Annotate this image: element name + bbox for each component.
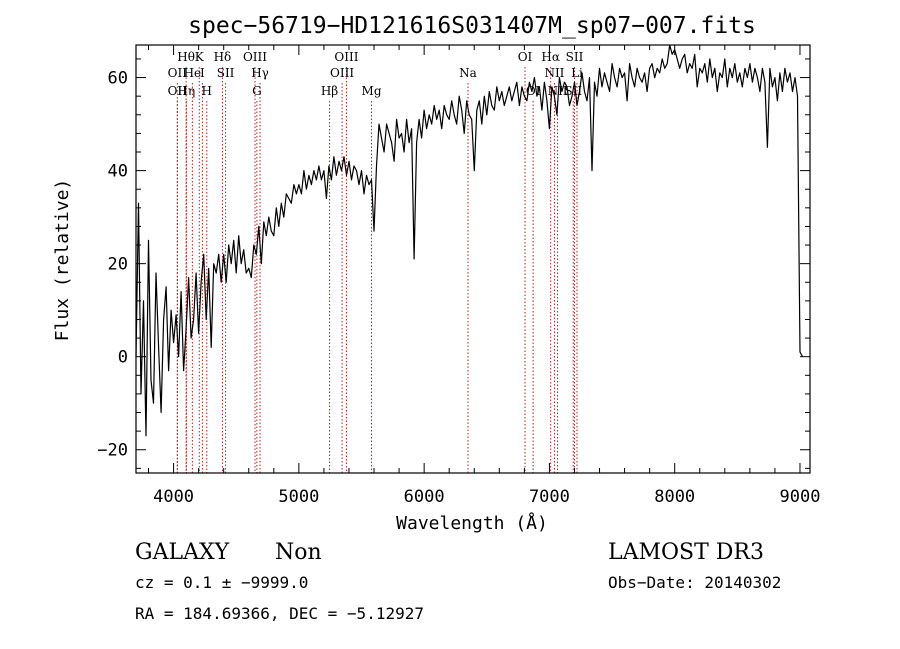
marker-label: Hδ	[214, 50, 232, 64]
emission-line-markers	[176, 67, 578, 473]
marker-label: K	[195, 50, 205, 64]
x-tick-label: 4000	[153, 487, 194, 507]
chart-title: spec−56719−HD121616S031407M_sp07−007.fit…	[188, 13, 756, 39]
marker-label: H	[202, 84, 212, 98]
marker-label: SII	[217, 66, 235, 80]
marker-label: OII	[168, 66, 188, 80]
y-axis-label: Flux (relative)	[52, 179, 73, 342]
marker-label: OI	[518, 50, 533, 64]
marker-label: Hα	[541, 50, 560, 64]
x-axis: 4000 5000 6000 7000 8000 9000	[148, 45, 821, 507]
y-axis: −20 0 20 40 60	[97, 58, 810, 469]
y-tick-label: 20	[108, 255, 128, 275]
marker-label: Hβ	[321, 84, 338, 98]
obs-date-text: Obs−Date: 20140302	[608, 573, 781, 592]
marker-label: Li	[571, 66, 583, 80]
marker-label: Na	[459, 66, 477, 80]
spectrum-line	[135, 44, 804, 437]
marker-label: NII	[544, 66, 564, 80]
x-tick-label: 8000	[654, 487, 695, 507]
x-tick-label: 6000	[404, 487, 445, 507]
marker-label: OIII	[334, 50, 358, 64]
coords-text: RA = 184.69366, DEC = −5.12927	[135, 604, 424, 623]
object-class: GALAXY	[135, 540, 230, 565]
marker-label: G	[252, 84, 262, 98]
marker-label: OIII	[243, 50, 267, 64]
emission-line-labels: OII OII Hθ Hη He KIH Hδ SII OIII Hγ G Hβ OIII OIII Mg N…	[168, 50, 584, 98]
redshift-text: cz = 0.1 ± −9999.0	[135, 573, 308, 592]
x-tick-label: 5000	[278, 487, 319, 507]
marker-label: Hθ	[177, 50, 195, 64]
marker-label: He	[184, 66, 202, 80]
marker-label: OIII	[330, 66, 354, 80]
survey-name: LAMOST DR3	[608, 540, 764, 565]
y-tick-label: 60	[108, 69, 128, 89]
plot-frame	[135, 44, 811, 474]
marker-label: OII	[168, 84, 188, 98]
marker-label: SII	[566, 50, 584, 64]
y-tick-label: −20	[97, 441, 128, 461]
marker-label: I	[200, 66, 205, 80]
object-subclass: Non	[275, 540, 322, 565]
marker-label: Hγ	[251, 66, 269, 80]
y-tick-label: 40	[108, 162, 128, 182]
x-tick-label: 9000	[780, 487, 821, 507]
x-axis-label: Wavelength (Å)	[396, 512, 548, 534]
x-tick-label: 7000	[529, 487, 570, 507]
marker-label: Mg	[362, 84, 382, 98]
y-tick-label: 0	[118, 348, 128, 368]
marker-label: Hη	[178, 84, 196, 98]
